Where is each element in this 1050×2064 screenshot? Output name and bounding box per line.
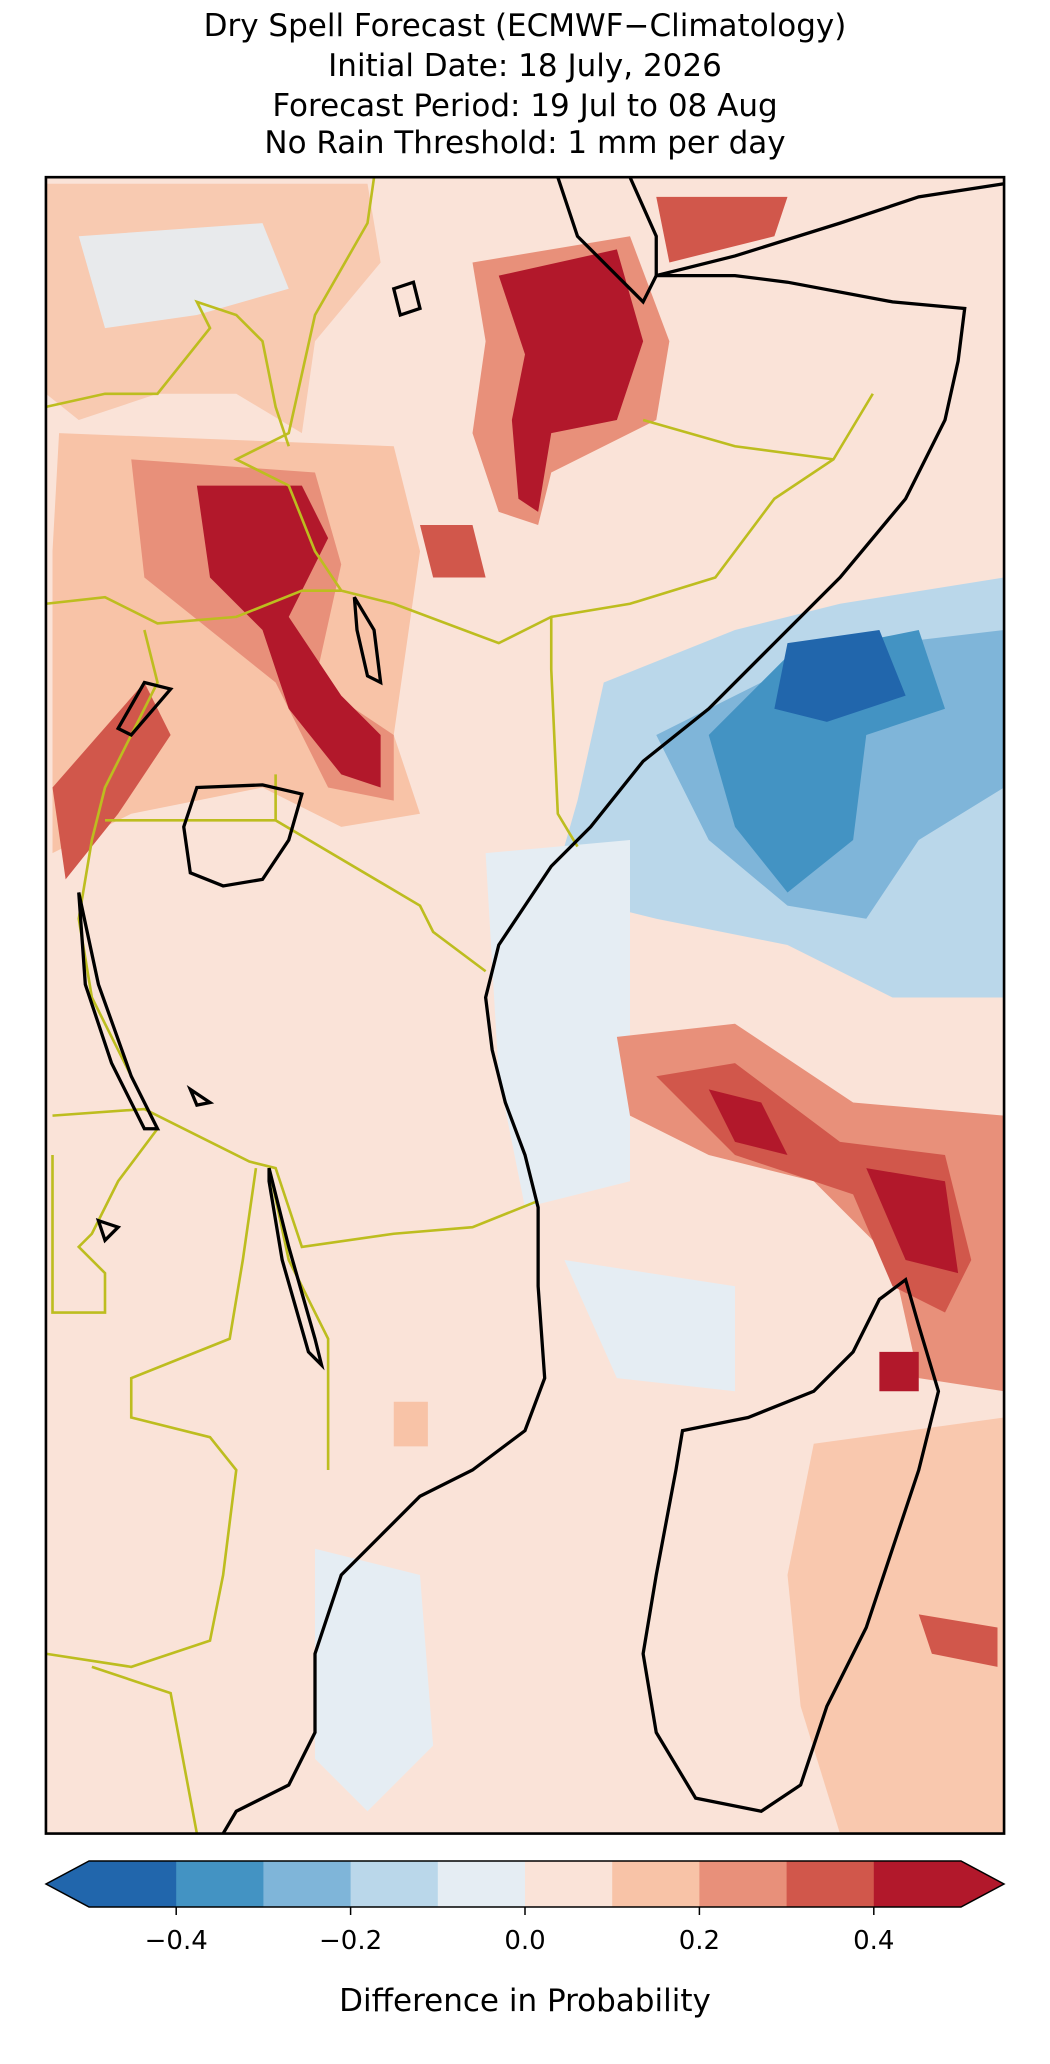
title-line: No Rain Threshold: 1 mm per day bbox=[264, 125, 785, 161]
colorbar-bin bbox=[176, 1861, 264, 1907]
colorbar-extend-min bbox=[46, 1861, 89, 1907]
colorbar-tick-label: −0.2 bbox=[319, 1926, 382, 1956]
colorbar-tick-label: −0.4 bbox=[145, 1926, 208, 1956]
colorbar-tick-label: 0.2 bbox=[679, 1926, 720, 1956]
colorbar-bin bbox=[89, 1861, 177, 1907]
map bbox=[44, 175, 1006, 1835]
colorbar-bin bbox=[873, 1861, 962, 1907]
colorbar-label: Difference in Probability bbox=[339, 1983, 711, 2019]
map-frame bbox=[44, 175, 1006, 1835]
title-line: Dry Spell Forecast (ECMWF−Climatology) bbox=[204, 8, 847, 44]
colorbar-bin bbox=[350, 1861, 439, 1907]
colorbar-bin bbox=[525, 1861, 613, 1907]
colorbar-tick-label: 0.4 bbox=[853, 1926, 894, 1956]
colorbar-bin bbox=[437, 1861, 526, 1907]
colorbar-bin bbox=[263, 1861, 352, 1907]
coastlines bbox=[77, 177, 1005, 1834]
title-line: Initial Date: 18 July, 2026 bbox=[328, 48, 722, 84]
borders bbox=[45, 177, 874, 1834]
colorbar-tick-label: 0.0 bbox=[504, 1926, 545, 1956]
colorbar-bin bbox=[612, 1861, 700, 1907]
colorbar-extend-max bbox=[961, 1861, 1004, 1907]
colorbar-outline bbox=[44, 1860, 1006, 1908]
anomaly-field bbox=[45, 183, 1005, 1834]
colorbar-bin bbox=[786, 1861, 875, 1907]
title-line: Forecast Period: 19 Jul to 08 Aug bbox=[272, 88, 777, 124]
colorbar-bin bbox=[699, 1861, 788, 1907]
colorbar: −0.4 −0.2 0.0 0.2 0.4 bbox=[44, 1860, 1006, 1956]
